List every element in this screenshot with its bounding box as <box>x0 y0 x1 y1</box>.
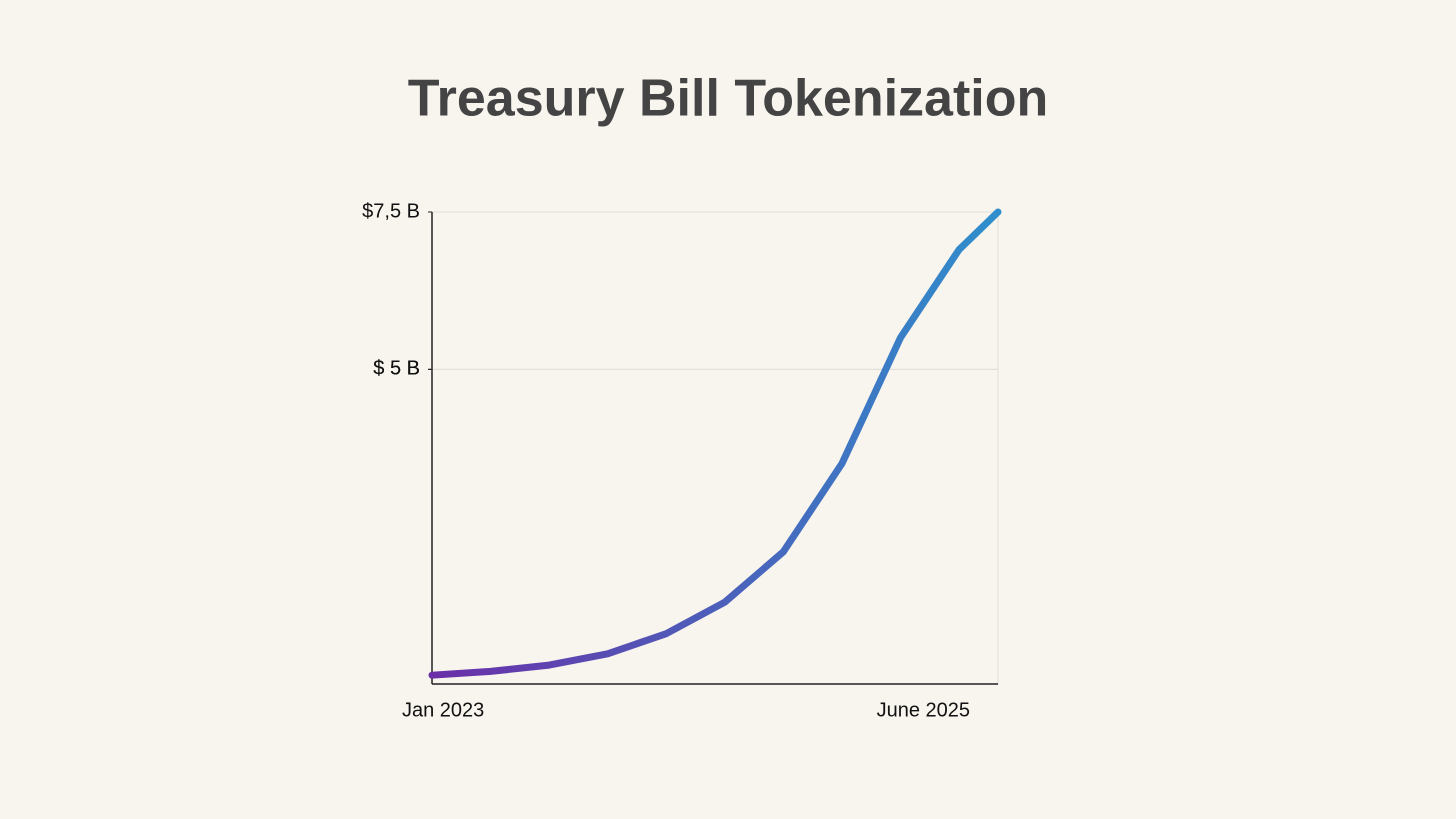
y-tick-label: $ 5 B <box>373 358 420 380</box>
y-tick-label: $7,5 B <box>362 200 420 222</box>
chart-title: Treasury Bill Tokenization <box>408 70 1049 128</box>
data-line <box>428 208 1002 679</box>
y-tick-label: $ 5 B <box>373 358 420 380</box>
x-tick-label: Jan 2023 <box>402 699 484 721</box>
x-tick-label: June 2025 <box>877 699 970 721</box>
